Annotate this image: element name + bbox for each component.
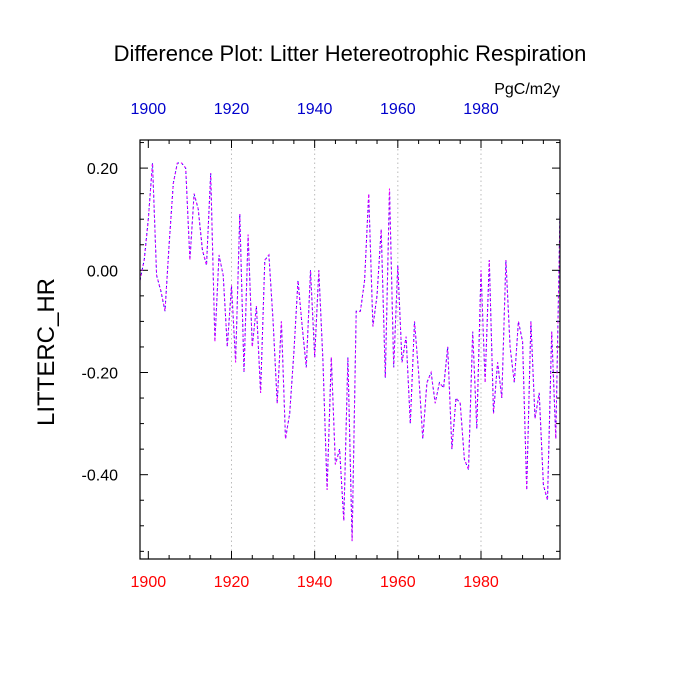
x-tick-label-bottom: 1960 [380,574,416,591]
data-series [139,162,561,542]
y-tick-label: -0.40 [82,468,119,485]
tick-labels: 1900 1900 1920 1920 1940 1940 1960 1960 1980 1980… [82,101,499,591]
x-tick-label-bottom: 1920 [214,574,250,591]
x-tick-label-top: 1980 [463,101,499,118]
grid-lines [230,140,482,559]
series-line-1 [139,162,561,542]
units-label: PgC/m2y [494,81,560,98]
x-tick-label-top: 1900 [131,101,167,118]
x-tick-label-bottom: 1900 [131,574,167,591]
x-tick-label-bottom: 1980 [463,574,499,591]
x-tick-label-top: 1920 [214,101,250,118]
y-tick-label: 0.00 [87,263,118,280]
y-tick-label: -0.20 [82,365,119,382]
series-line-2 [139,162,561,542]
chart-title: Difference Plot: Litter Hetereotrophic R… [114,41,587,66]
x-tick-label-top: 1960 [380,101,416,118]
x-tick-label-top: 1940 [297,101,333,118]
y-tick-label: 0.20 [87,161,118,178]
axis-ticks [140,140,560,559]
plot-frame [139,139,561,560]
x-tick-label-bottom: 1940 [297,574,333,591]
y-axis-label: LITTERC_HR [33,278,60,426]
